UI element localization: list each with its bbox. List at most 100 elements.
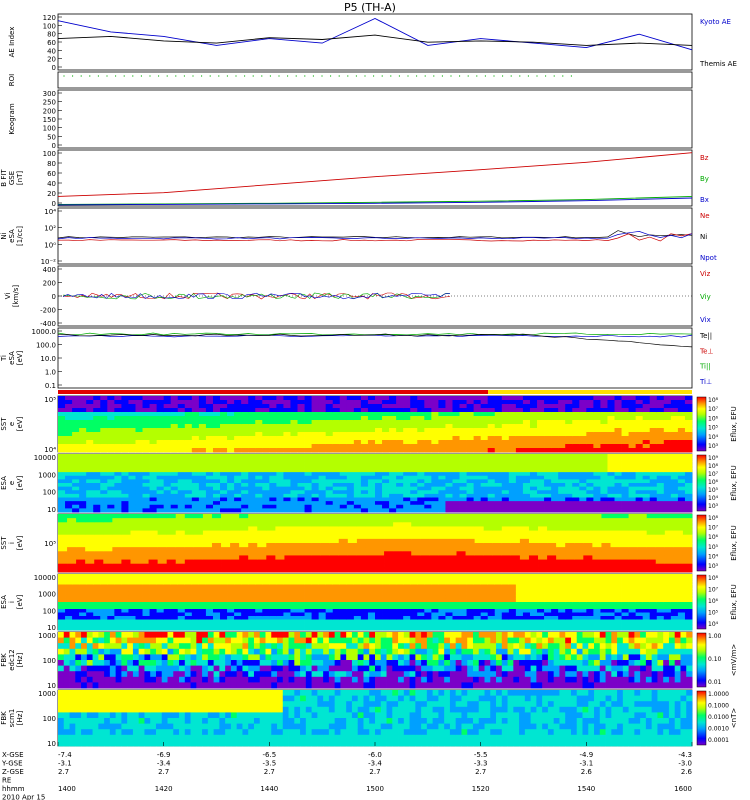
spectrogram-cell bbox=[501, 551, 512, 556]
spectrogram-cell bbox=[353, 501, 362, 506]
spectrogram-cell bbox=[156, 483, 165, 488]
spectrogram-cell bbox=[283, 486, 291, 491]
spectrogram-cell bbox=[94, 514, 104, 519]
spectrogram-cell bbox=[79, 472, 87, 477]
spectrogram-cell bbox=[220, 486, 228, 491]
spectrogram-cell bbox=[586, 472, 594, 477]
spectrogram-cell bbox=[410, 497, 418, 502]
spectrogram-cell bbox=[445, 497, 453, 502]
spectrogram-cell bbox=[353, 595, 362, 599]
spectrogram-cell bbox=[556, 555, 566, 560]
spectrogram-cell bbox=[466, 588, 475, 592]
spectrogram-cell bbox=[501, 404, 510, 409]
spectrogram-cell bbox=[438, 518, 448, 523]
roi-marker bbox=[390, 75, 392, 77]
spectrogram-cell bbox=[202, 555, 213, 560]
spectrogram-cell bbox=[529, 444, 538, 449]
spectrogram-cell bbox=[438, 522, 448, 527]
spectrogram-cell bbox=[508, 400, 517, 405]
colorbar-tick: 10⁴ bbox=[708, 621, 719, 628]
spectrogram-cell bbox=[212, 616, 221, 620]
spectrogram-cell bbox=[86, 464, 94, 469]
spectrogram-cell bbox=[332, 454, 341, 459]
spectrogram-cell bbox=[284, 514, 294, 519]
spectrogram-cell bbox=[198, 448, 207, 453]
spectrogram-cell bbox=[227, 416, 235, 421]
spectrogram-cell bbox=[487, 420, 496, 425]
spectrogram-cell bbox=[58, 518, 68, 523]
spectrogram-cell bbox=[184, 609, 193, 613]
spectrogram-cell bbox=[339, 436, 348, 441]
spectrogram-cell bbox=[403, 468, 411, 473]
spectrogram-cell bbox=[241, 464, 249, 469]
spectrogram-cell bbox=[346, 408, 355, 413]
spectrogram-cell bbox=[642, 396, 651, 401]
spectrogram-cell bbox=[424, 457, 432, 462]
spectrogram-cell bbox=[551, 508, 559, 513]
spectrogram-cell bbox=[230, 518, 240, 523]
spectrogram-cell bbox=[466, 428, 475, 433]
spectrogram-cell bbox=[297, 408, 305, 413]
spectrogram-cell bbox=[445, 464, 453, 469]
spectrogram-cell bbox=[382, 404, 390, 409]
spectrogram-cell bbox=[619, 526, 629, 531]
spectrogram-cell bbox=[593, 400, 601, 405]
spectrogram-cell bbox=[452, 626, 460, 631]
spectrogram-cell bbox=[269, 436, 277, 441]
spectrogram-cell bbox=[338, 559, 349, 565]
spectrogram-cell bbox=[262, 448, 270, 453]
spectrogram-cell bbox=[346, 479, 355, 484]
spectrogram-cell bbox=[311, 396, 320, 401]
spectrogram-cell bbox=[304, 493, 312, 498]
spectrogram-cell bbox=[438, 626, 446, 631]
spectrogram-cell bbox=[248, 479, 256, 484]
spectrogram-cell bbox=[544, 432, 552, 437]
spectrogram-cell bbox=[290, 475, 298, 480]
spectrogram-cell bbox=[537, 408, 545, 413]
spectrogram-cell bbox=[452, 428, 460, 433]
spectrogram-cell bbox=[257, 530, 267, 536]
spectrogram-cell bbox=[198, 605, 207, 610]
spectrogram-cell bbox=[205, 616, 214, 620]
spectrogram-cell bbox=[311, 581, 320, 585]
spectrogram-cell bbox=[157, 530, 168, 536]
spectrogram-cell bbox=[262, 616, 270, 620]
spectrogram-cell bbox=[410, 501, 418, 506]
spectrogram-cell bbox=[565, 486, 573, 491]
spectrogram-cell bbox=[332, 508, 341, 513]
spectrogram-cell bbox=[656, 504, 665, 509]
spectrogram-cell bbox=[163, 612, 172, 617]
spectrogram-cell bbox=[586, 493, 594, 498]
spectrogram-cell bbox=[508, 501, 517, 506]
spectrogram-cell bbox=[494, 461, 503, 466]
spectrogram-cell bbox=[515, 404, 524, 409]
spectrogram-cell bbox=[332, 490, 341, 495]
spectrogram-cell bbox=[297, 440, 305, 445]
spectrogram-cell bbox=[360, 483, 369, 488]
spectrogram-cell bbox=[389, 490, 397, 495]
spectrogram-cell bbox=[656, 408, 665, 413]
spectrogram-cell bbox=[103, 514, 113, 519]
spectrogram-cell bbox=[635, 472, 644, 477]
spectrogram-cell bbox=[663, 486, 672, 491]
spectrogram-cell bbox=[572, 448, 580, 453]
spectrogram-cell bbox=[114, 508, 122, 513]
spectrogram-cell bbox=[610, 534, 620, 540]
spectrogram-cell bbox=[128, 584, 136, 589]
spectrogram-cell bbox=[403, 574, 411, 578]
spectrogram-cell bbox=[67, 522, 77, 527]
spectrogram-cell bbox=[76, 538, 86, 544]
spectrogram-cell bbox=[586, 483, 594, 488]
spectrogram-cell bbox=[519, 522, 530, 527]
spectrogram-cell bbox=[574, 551, 584, 556]
spectrogram-cell bbox=[283, 420, 291, 425]
spectrogram-cell bbox=[128, 493, 136, 498]
spectrogram-cell bbox=[396, 432, 404, 437]
spectrogram-cell bbox=[121, 581, 129, 585]
spectrogram-cell bbox=[320, 547, 331, 552]
spectrogram-cell bbox=[579, 420, 587, 425]
spectrogram-cell bbox=[135, 591, 143, 596]
spectrogram-cell bbox=[579, 396, 587, 401]
spectrogram-cell bbox=[339, 619, 348, 624]
spectrogram-cell bbox=[537, 468, 545, 473]
